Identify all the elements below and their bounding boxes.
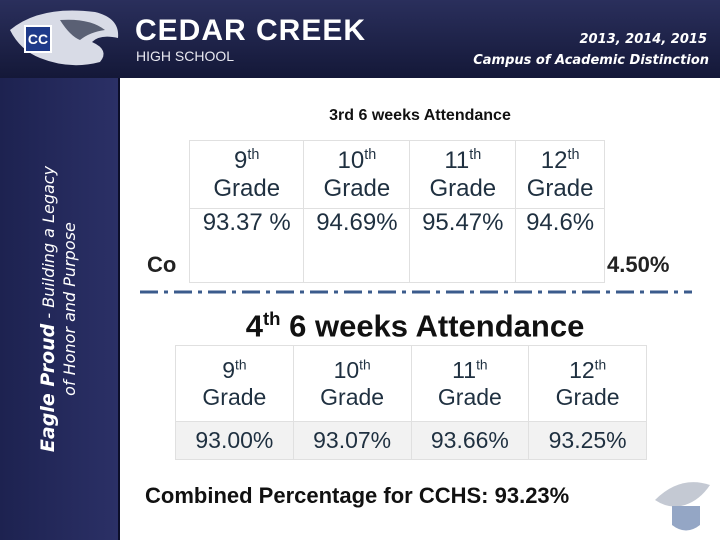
- grade-num: 9: [222, 356, 236, 383]
- grade-header: 10th Grade: [292, 345, 412, 422]
- motto-rest: - Building a Legacy: [39, 165, 58, 324]
- grade-word: Grade: [429, 174, 497, 202]
- combined-start: Co: [147, 252, 177, 277]
- grade-header: 11th Grade: [410, 345, 530, 422]
- distinction: Campus of Academic Distinction: [473, 53, 709, 68]
- attendance-value: 94.69%: [303, 208, 411, 283]
- grade-word: Grade: [437, 383, 502, 410]
- grade-header: 11th Grade: [409, 140, 517, 209]
- grade-sup: th: [594, 356, 607, 372]
- table-4th: 9th Grade 10th Grade 11th Grade 12th Grade 93.00…: [175, 345, 647, 460]
- corner-logo: [655, 482, 710, 531]
- title-sup: th: [262, 308, 281, 329]
- title-num: 4: [245, 308, 263, 344]
- grade-num: 11: [452, 356, 477, 383]
- grade-header: 12th Grade: [515, 140, 605, 209]
- motto: Eagle Proud - Building a Legacy of Honor…: [37, 79, 80, 539]
- grade-sup: th: [247, 146, 260, 163]
- title-4th: 4th 6 weeks Attendance: [120, 308, 710, 344]
- attendance-value: 93.07%: [292, 421, 412, 460]
- grade-sup: th: [364, 146, 377, 163]
- grade-sup: th: [567, 146, 580, 163]
- attendance-value: 93.37 %: [188, 208, 305, 283]
- title-3rd: 3rd 6 weeks Attendance: [329, 107, 511, 124]
- school-sub: HIGH SCHOOL: [136, 48, 235, 64]
- attendance-value: 93.66%: [410, 421, 530, 460]
- grade-header: 10th Grade: [303, 140, 411, 209]
- motto-bold: Eagle Proud: [37, 323, 59, 453]
- motto-line2: of Honor and Purpose: [60, 222, 79, 396]
- grade-num: 12: [569, 356, 595, 383]
- grade-header: 12th Grade: [528, 345, 647, 422]
- attendance-value: 94.6%: [515, 208, 605, 283]
- combined-4th: Combined Percentage for CCHS: 93.23%: [145, 483, 570, 508]
- grade-word: Grade: [202, 383, 267, 410]
- attendance-value: 93.25%: [528, 421, 647, 460]
- attendance-value: 95.47%: [409, 208, 517, 283]
- grade-num: 12: [540, 146, 568, 174]
- divider: [140, 290, 692, 294]
- grade-num: 10: [333, 356, 360, 383]
- school-name: CEDAR CREEK: [135, 14, 367, 47]
- grade-word: Grade: [320, 383, 385, 410]
- title-rest: 6 weeks Attendance: [280, 308, 585, 344]
- grade-sup: th: [476, 356, 488, 372]
- attendance-value: 93.00%: [175, 421, 294, 460]
- svg-text:CC: CC: [28, 31, 48, 47]
- grade-sup: th: [469, 146, 482, 163]
- grade-word: Grade: [323, 174, 391, 202]
- table-3rd: 9th Grade 10th Grade 11th Grade 12th Grade 93.37…: [188, 140, 605, 283]
- grade-num: 10: [337, 146, 365, 174]
- grade-word: Grade: [526, 174, 594, 202]
- combined-end: 4.50%: [607, 252, 670, 277]
- grade-sup: th: [235, 356, 247, 372]
- grade-header: 9th Grade: [175, 345, 294, 422]
- sidebar: [0, 78, 120, 540]
- logo: CC: [10, 10, 119, 66]
- grade-header: 9th Grade: [188, 140, 305, 209]
- grade-num: 11: [444, 146, 470, 174]
- grade-sup: th: [359, 356, 371, 372]
- grade-num: 9: [234, 146, 248, 174]
- grade-word: Grade: [213, 174, 281, 202]
- grade-word: Grade: [555, 383, 620, 410]
- years: 2013, 2014, 2015: [579, 32, 707, 47]
- header: CC CEDAR CREEK HIGH SCHOOL 2013, 2014, 2…: [0, 0, 720, 78]
